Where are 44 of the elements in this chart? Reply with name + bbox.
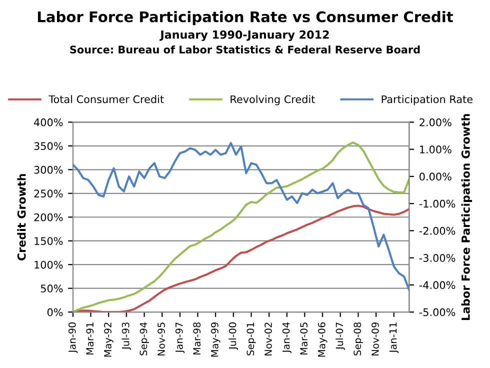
y2-tick-label: -1.00% — [419, 200, 456, 208]
y2-tick-label: 0.00% — [420, 172, 452, 181]
chart-subtitle: January 1990-January 2012 — [160, 30, 329, 42]
x-tick-label: Mar-98 — [193, 322, 201, 354]
legend-label: Participation Rate — [382, 95, 473, 106]
source-note: Source: Bureau of Labor Statistics & Federal Reserve Board — [70, 45, 420, 54]
y2-tick-label: -4.00% — [419, 281, 456, 290]
y-tick-label: 200% — [34, 213, 63, 222]
y-axis-title: Credit Growth — [17, 174, 26, 260]
x-tick-label: May-06 — [318, 322, 328, 357]
y-tick-label: 100% — [34, 260, 63, 269]
y-tick-label: 350% — [34, 142, 63, 150]
x-tick-label: Jul-93 — [122, 322, 132, 350]
x-tick-label: Jan-90 — [68, 322, 78, 354]
y-tick-label: 250% — [34, 190, 63, 198]
y-tick-label: 400% — [34, 118, 63, 126]
y2-tick-label: -2.00% — [419, 226, 456, 235]
y2-tick-label: -5.00% — [419, 308, 456, 316]
x-tick-label: Jul-07 — [336, 322, 345, 350]
legend-label: Total Consumer Credit — [48, 95, 164, 104]
y-tick-label: 50% — [40, 284, 63, 292]
y2-tick-label: -3.00% — [419, 254, 456, 262]
x-tick-label: Jan-97 — [175, 322, 185, 354]
x-tick-label: Mar-91 — [86, 322, 94, 354]
x-tick-label: May-99 — [211, 322, 220, 357]
x-tick-label: Nov-95 — [158, 322, 165, 356]
chart-title: Labor Force Participation Rate vs Consumer Credit — [38, 11, 454, 26]
x-tick-label: Sep-94 — [140, 322, 149, 356]
y2-tick-label: 2.00% — [420, 118, 452, 126]
x-tick-label: Sep-01 — [246, 322, 256, 356]
y-tick-label: 300% — [34, 166, 63, 174]
y-tick-label: 0% — [47, 308, 63, 316]
x-tick-label: Sep-08 — [354, 322, 363, 356]
x-tick-label: Mar-05 — [300, 322, 308, 354]
x-tick-label: Jan-04 — [282, 322, 292, 354]
x-tick-label: May-92 — [104, 322, 114, 357]
y-tick-label: 150% — [34, 237, 63, 245]
x-tick-label: Nov-02 — [264, 322, 272, 356]
y2-tick-label: 1.00% — [420, 146, 452, 154]
x-tick-label: Jan-11 — [389, 322, 399, 354]
x-tick-label: Jul-00 — [228, 322, 238, 350]
x-tick-label: Nov-09 — [372, 322, 379, 356]
y2-axis-title: Labor Force Participation Growth — [461, 114, 472, 320]
legend-label: Revolving Credit — [230, 95, 315, 106]
